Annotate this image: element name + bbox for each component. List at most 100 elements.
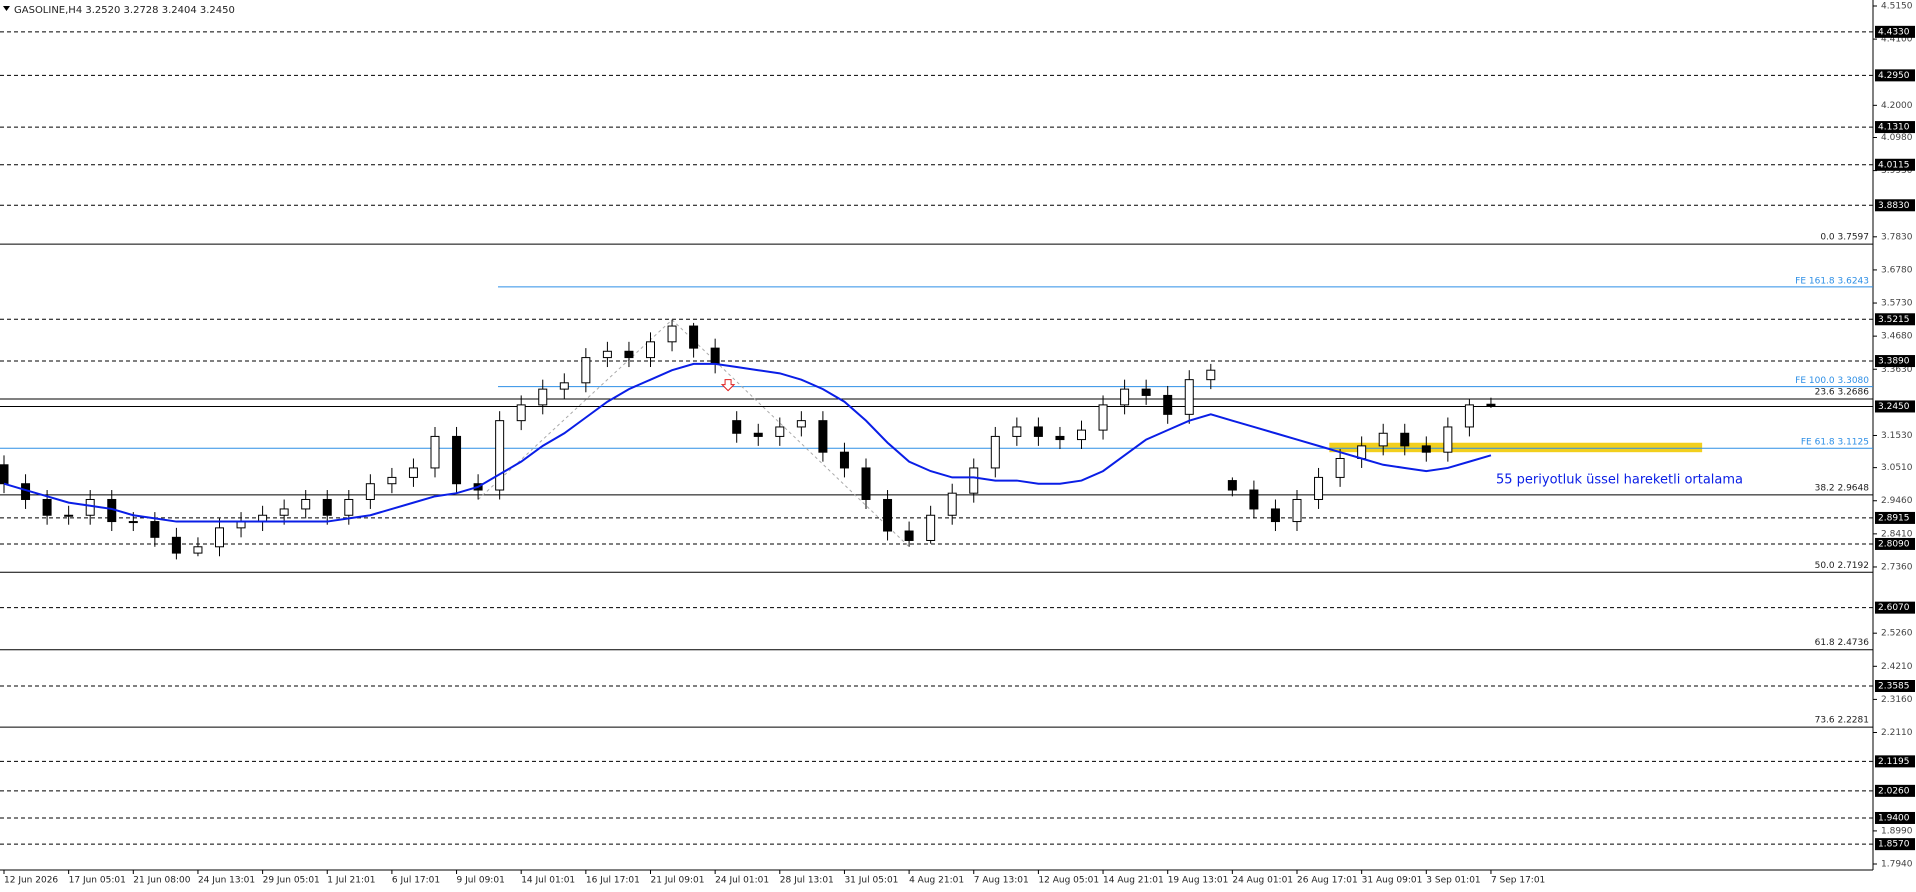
candle-body [85, 498, 95, 516]
fib-label: 73.6 2.2281 [1815, 716, 1869, 726]
chart-title: GASOLINE,H4 3.2520 3.2728 3.2404 3.2450 [14, 5, 235, 16]
fe-label: FE 161.8 3.6243 [1795, 276, 1869, 286]
candle-body [602, 350, 612, 359]
price-label: 2.6070 [1878, 603, 1910, 613]
candle-body [861, 467, 871, 500]
x-tick-label: 31 Aug 09:01 [1362, 876, 1423, 886]
fib-connector [477, 319, 673, 500]
x-tick-label: 17 Jun 05:01 [69, 876, 126, 886]
x-tick-label: 21 Jul 09:01 [651, 876, 705, 886]
candle-body [0, 464, 9, 485]
candle-body [128, 521, 138, 524]
fe-label: FE 61.8 3.1125 [1801, 438, 1869, 448]
candle-body [42, 498, 52, 516]
x-tick-label: 12 Jun 2026 [4, 876, 58, 886]
x-tick-label: 1 Jul 21:01 [327, 876, 375, 886]
candle-body [1464, 404, 1474, 428]
y-tick-label: 1.8990 [1881, 826, 1913, 836]
y-tick-label: 3.9930 [1881, 166, 1913, 176]
candle-body [1270, 508, 1280, 523]
price-label: 3.3890 [1878, 357, 1910, 367]
x-tick-label: 19 Aug 13:01 [1168, 876, 1229, 886]
y-tick-label: 1.7940 [1881, 860, 1913, 870]
candle-body [969, 467, 979, 494]
y-tick-label: 2.5260 [1881, 629, 1913, 639]
y-tick-label: 3.5730 [1881, 299, 1913, 309]
y-tick-label: 2.3160 [1881, 695, 1913, 705]
price-label-box [1875, 680, 1915, 693]
candle-body [538, 388, 548, 406]
price-label-box [1875, 784, 1915, 797]
candle-body [1206, 369, 1216, 381]
candle-body [1421, 445, 1431, 453]
price-label: 2.3585 [1878, 682, 1910, 692]
x-tick-label: 9 Jul 09:01 [457, 876, 505, 886]
price-label-box [1875, 838, 1915, 851]
candle-body [408, 467, 418, 478]
price-label-box [1875, 601, 1915, 614]
candle-body [1357, 445, 1367, 459]
candle-body [818, 420, 828, 453]
y-tick-label: 3.7830 [1881, 232, 1913, 242]
annotation: 55 periyotluk üssel hareketli ortalama [1496, 473, 1743, 488]
candle-body [1077, 429, 1086, 441]
price-label: 4.0115 [1878, 160, 1910, 170]
candle-body [215, 527, 224, 548]
candle-body [947, 492, 957, 516]
price-label-box [1875, 811, 1915, 824]
price-label-box [1875, 313, 1915, 326]
x-tick-label: 7 Sep 17:01 [1491, 876, 1545, 886]
candle-body [1141, 388, 1151, 396]
candle-body [171, 536, 181, 554]
candle-body [1314, 476, 1324, 500]
x-tick-label: 7 Aug 13:01 [974, 876, 1029, 886]
candle-body [689, 325, 699, 349]
candle-body [150, 521, 160, 538]
candle-body [64, 514, 74, 517]
x-tick-label: 28 Jul 13:01 [780, 876, 834, 886]
candle-body [839, 451, 849, 469]
price-label-box [1875, 511, 1915, 524]
price-label-box [1875, 121, 1915, 134]
candle-body [1033, 426, 1043, 437]
fib-label: 38.2 2.9648 [1815, 483, 1870, 493]
candle-body [1184, 379, 1194, 415]
x-tick-label: 24 Jul 01:01 [715, 876, 769, 886]
x-tick-label: 24 Aug 01:01 [1232, 876, 1293, 886]
candle-body [344, 498, 354, 516]
candle-body [193, 546, 203, 554]
price-label-box [1875, 400, 1915, 413]
candle-body [1055, 435, 1065, 441]
price-label-box [1875, 355, 1915, 368]
y-tick-label: 4.4100 [1881, 35, 1913, 45]
candle-body [926, 514, 936, 541]
price-label: 4.1310 [1878, 123, 1910, 133]
candle-body [495, 420, 505, 491]
highlight-zone [1329, 442, 1703, 453]
price-label: 3.5215 [1878, 315, 1910, 325]
y-tick-label: 4.2000 [1881, 101, 1913, 111]
candle-body [452, 435, 462, 485]
x-tick-label: 21 Jun 08:00 [133, 876, 190, 886]
fe-label: FE 100.0 3.3080 [1795, 376, 1869, 386]
y-tick-label: 3.6780 [1881, 265, 1913, 275]
price-label: 4.2950 [1878, 71, 1910, 81]
candle-body [667, 325, 677, 343]
y-tick-label: 2.7360 [1881, 562, 1913, 572]
y-tick-label: 2.2110 [1881, 728, 1913, 738]
price-label: 1.8570 [1878, 840, 1910, 850]
x-tick-label: 16 Jul 17:01 [586, 876, 640, 886]
candle-body [646, 341, 655, 359]
candle-body [279, 508, 289, 516]
menu-arrow [3, 6, 10, 11]
price-label-box [1875, 69, 1915, 82]
candle-body [990, 435, 1000, 469]
x-tick-label: 31 Jul 05:01 [844, 876, 898, 886]
y-tick-label: 3.1530 [1881, 431, 1913, 441]
price-label: 3.8830 [1878, 201, 1910, 211]
y-tick-label: 3.3630 [1881, 365, 1913, 375]
candle-body [753, 432, 763, 437]
price-label-box [1875, 158, 1915, 171]
x-tick-label: 24 Jun 13:01 [198, 876, 255, 886]
candle-body [1400, 432, 1410, 447]
